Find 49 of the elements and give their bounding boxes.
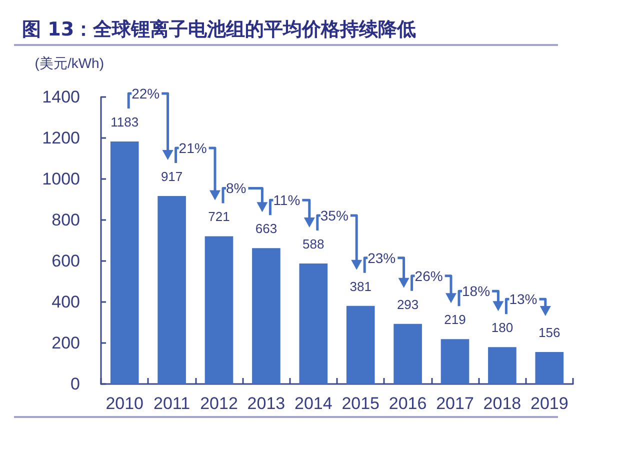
bar bbox=[158, 196, 186, 384]
annotation: 35% bbox=[320, 207, 348, 224]
bar bbox=[110, 141, 139, 384]
x-tick-label: 2010 bbox=[106, 394, 144, 413]
data-label: 293 bbox=[396, 296, 419, 312]
x-tick-label: 2017 bbox=[436, 394, 474, 413]
x-tick-label: 2019 bbox=[530, 394, 568, 413]
bar bbox=[252, 248, 280, 384]
bar bbox=[394, 324, 422, 384]
data-label: 219 bbox=[444, 312, 466, 328]
y-tick-label: 600 bbox=[52, 252, 80, 270]
annotation: 22% bbox=[132, 85, 160, 102]
data-label: 917 bbox=[160, 169, 183, 184]
x-tick-label: 2018 bbox=[483, 394, 522, 413]
data-label: 1183 bbox=[110, 114, 139, 130]
x-tick-label: 2014 bbox=[294, 394, 332, 413]
y-tick-label: 200 bbox=[52, 334, 80, 352]
x-tick-label: 2016 bbox=[388, 394, 427, 413]
annotation: 18% bbox=[462, 283, 490, 300]
x-tick-label: 2012 bbox=[200, 394, 238, 413]
y-tick-label: 400 bbox=[52, 292, 80, 312]
annotation: 21% bbox=[178, 140, 207, 156]
annotation: 13% bbox=[509, 291, 538, 308]
data-label: 156 bbox=[538, 325, 560, 340]
data-label: 180 bbox=[491, 320, 514, 336]
bar bbox=[440, 339, 470, 384]
annotation: 26% bbox=[414, 268, 443, 284]
y-axis-title: (美元/kWh) bbox=[34, 55, 104, 71]
y-tick-label: 1200 bbox=[42, 128, 80, 148]
y-tick-label: 1000 bbox=[42, 170, 80, 188]
annotation: 11% bbox=[273, 192, 300, 208]
y-tick-label: 1400 bbox=[42, 88, 80, 106]
bar bbox=[204, 236, 234, 384]
bar bbox=[535, 352, 564, 384]
bar bbox=[346, 306, 375, 384]
annotation: 23% bbox=[368, 250, 396, 266]
annotation: 8% bbox=[226, 180, 246, 196]
data-label: 588 bbox=[302, 236, 324, 252]
chart-title: 图 13：全球锂离子电池组的平均价格持续降低 bbox=[22, 18, 416, 40]
data-label: 663 bbox=[255, 221, 278, 236]
bar bbox=[488, 347, 516, 384]
x-tick-label: 2013 bbox=[247, 394, 286, 413]
data-label: 381 bbox=[350, 278, 372, 294]
bar bbox=[299, 263, 328, 384]
y-tick-label: 0 bbox=[70, 374, 80, 394]
x-tick-label: 2015 bbox=[342, 394, 380, 413]
x-tick-label: 2011 bbox=[154, 394, 190, 413]
y-tick-label: 800 bbox=[52, 210, 80, 230]
data-label: 721 bbox=[208, 209, 230, 224]
